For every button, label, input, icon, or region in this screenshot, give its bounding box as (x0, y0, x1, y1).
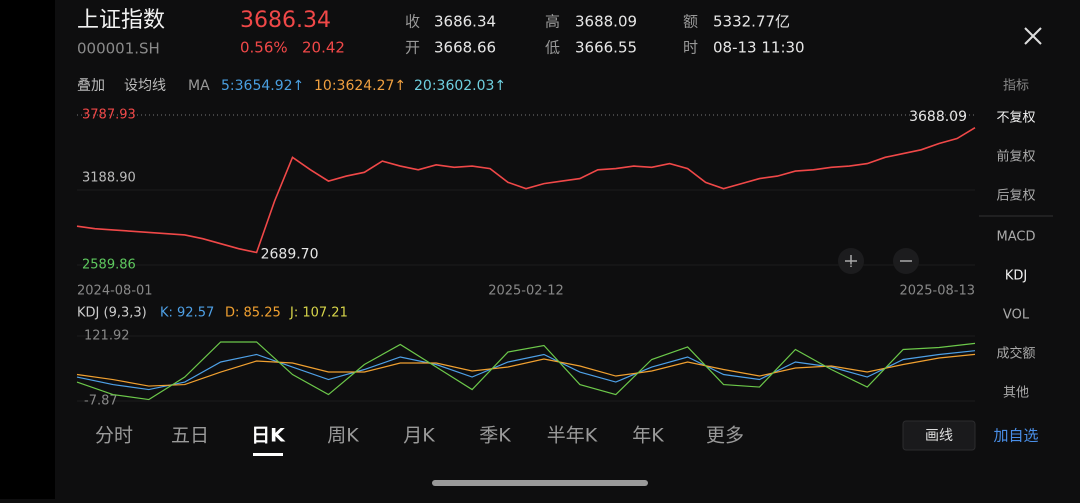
price: 3686.34 (240, 8, 331, 33)
side-menu-item[interactable]: 其他 (1003, 386, 1029, 401)
period-tab[interactable]: 五日 (171, 425, 209, 447)
y-tick-label: 3787.93 (82, 108, 136, 123)
side-menu-item[interactable]: MACD (997, 230, 1036, 245)
period-tab[interactable]: 分时 (95, 425, 133, 447)
ma20: 20:3602.03↑ (414, 78, 506, 94)
side-menu-item[interactable]: 前复权 (996, 149, 1035, 165)
min-label: 2689.70 (261, 246, 319, 262)
period-tab[interactable]: 季K (479, 425, 511, 447)
side-menu-item[interactable]: 成交额 (996, 346, 1035, 362)
info-value: 3688.09 (575, 13, 637, 31)
ma10: 10:3624.27↑ (314, 78, 406, 94)
period-tab[interactable]: 年K (632, 425, 664, 447)
side-menu-item: 指标 (1003, 79, 1029, 94)
side-menu-item[interactable]: 后复权 (996, 188, 1035, 204)
draw-button[interactable] (902, 420, 976, 451)
x-tick-label: 2024-08-01 (77, 284, 153, 299)
k-label: K: 92.57 (160, 306, 214, 321)
overlay[interactable]: 叠加 (77, 78, 105, 94)
period-tab[interactable]: 更多 (706, 425, 744, 447)
price-line (76, 127, 976, 254)
index-code: 000001.SH (77, 40, 160, 58)
kdj-line (76, 350, 976, 391)
close-button[interactable] (1024, 27, 1042, 45)
info-value: 5332.77亿 (713, 13, 790, 31)
index-title: 上证指数 (77, 8, 165, 33)
kdj-line (76, 341, 976, 401)
y-tick-label: 3188.90 (82, 170, 136, 185)
info-label: 时 (683, 39, 698, 57)
ma5: 5:3654.92↑ (221, 78, 304, 94)
info-value: 3666.55 (575, 39, 637, 57)
side-menu-item[interactable]: VOL (1003, 308, 1030, 323)
home-indicator (432, 480, 648, 486)
info-label: 高 (545, 13, 560, 31)
ma-label: MA (188, 78, 210, 94)
info-value: 3668.66 (434, 39, 496, 57)
y-tick-label: 2589.86 (82, 258, 136, 273)
side-menu-item[interactable]: KDJ (1005, 269, 1027, 284)
add-watchlist[interactable]: 加自选 (993, 427, 1038, 445)
x-tick-label: 2025-08-13 (899, 284, 975, 299)
side-menu-item[interactable]: 不复权 (996, 110, 1035, 126)
info-label: 开 (405, 39, 420, 57)
kdj-line (76, 353, 976, 387)
info-value: 08-13 11:30 (713, 39, 805, 57)
info-label: 收 (405, 13, 420, 31)
info-value: 3686.34 (434, 13, 496, 31)
y-tick-label: -7.87 (84, 394, 118, 409)
draw-label: 画线 (925, 428, 953, 444)
info-label: 低 (545, 39, 560, 57)
period-tab[interactable]: 半年K (547, 425, 598, 447)
period-tab[interactable]: 周K (327, 425, 359, 447)
set-ma[interactable]: 设均线 (124, 78, 166, 94)
j-label: J: 107.21 (289, 306, 348, 321)
x-tick-label: 2025-02-12 (488, 284, 564, 299)
info-label: 额 (683, 13, 698, 31)
period-tab[interactable]: 日K (251, 425, 286, 447)
tab-underline (253, 453, 283, 456)
max-label: 3688.09 (909, 109, 967, 125)
close-icon (1024, 27, 1042, 45)
y-tick-label: 121.92 (84, 329, 130, 344)
left-edge (0, 0, 55, 499)
period-tab[interactable]: 月K (403, 425, 435, 447)
d-label: D: 85.25 (225, 306, 281, 321)
kdj-title: KDJ (9,3,3) (77, 306, 147, 321)
change: 20.42 (302, 39, 345, 57)
change-pct: 0.56% (240, 39, 288, 57)
